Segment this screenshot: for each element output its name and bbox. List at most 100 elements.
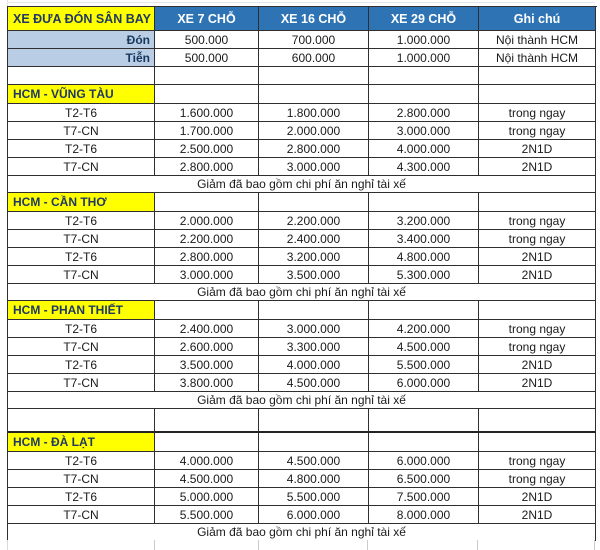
price-cell[interactable]: 4.800.000 xyxy=(369,248,479,266)
price-cell[interactable]: 8.000.000 xyxy=(369,506,479,524)
price-cell[interactable]: 2.800.000 xyxy=(259,140,369,158)
day-range-cell[interactable]: T2-T6 xyxy=(8,452,155,470)
column-header-xe-7-cho[interactable]: XE 7 CHỖ xyxy=(155,7,259,31)
price-cell[interactable]: 4.300.000 xyxy=(369,158,479,176)
section-title-cell[interactable]: HCM - PHAN THIẾT xyxy=(8,301,155,320)
empty-cell[interactable] xyxy=(479,409,596,433)
day-range-cell[interactable]: T2-T6 xyxy=(8,248,155,266)
price-cell[interactable]: 3.200.000 xyxy=(259,248,369,266)
table-title-cell[interactable]: XE ĐƯA ĐÓN SÂN BAY xyxy=(8,7,155,31)
price-cell[interactable]: 2.800.000 xyxy=(155,248,259,266)
empty-cell[interactable] xyxy=(155,409,259,433)
price-cell[interactable]: 2.200.000 xyxy=(155,230,259,248)
empty-cell[interactable] xyxy=(479,301,596,320)
price-cell[interactable]: 600.000 xyxy=(259,49,369,67)
note-cell[interactable]: trong ngay xyxy=(479,338,596,356)
note-cell[interactable]: Nội thành HCM xyxy=(479,49,596,67)
empty-cell[interactable] xyxy=(259,433,369,452)
day-range-cell[interactable]: T2-T6 xyxy=(8,140,155,158)
price-cell[interactable]: 1.000.000 xyxy=(369,31,479,49)
section-title-cell[interactable]: HCM - ĐÀ LẠT xyxy=(8,433,155,452)
section-footer-cell[interactable]: Giảm đã bao gồm chi phí ăn nghỉ tài xế xyxy=(8,392,596,409)
airport-row-label[interactable]: Đón xyxy=(8,31,155,49)
price-cell[interactable]: 6.000.000 xyxy=(259,506,369,524)
price-cell[interactable]: 3.500.000 xyxy=(155,356,259,374)
note-cell[interactable]: 2N1D xyxy=(479,356,596,374)
note-cell[interactable]: 2N1D xyxy=(479,488,596,506)
note-cell[interactable]: 2N1D xyxy=(479,140,596,158)
note-cell[interactable]: trong ngay xyxy=(479,104,596,122)
price-cell[interactable]: 2.000.000 xyxy=(259,122,369,140)
price-cell[interactable]: 1.600.000 xyxy=(155,104,259,122)
empty-cell[interactable] xyxy=(259,409,369,433)
price-cell[interactable]: 3.400.000 xyxy=(369,230,479,248)
empty-cell[interactable] xyxy=(155,433,259,452)
empty-cell[interactable] xyxy=(369,193,479,212)
price-cell[interactable]: 3.000.000 xyxy=(369,122,479,140)
day-range-cell[interactable]: T7-CN xyxy=(8,158,155,176)
empty-cell[interactable] xyxy=(155,193,259,212)
price-cell[interactable]: 700.000 xyxy=(259,31,369,49)
price-cell[interactable]: 2.000.000 xyxy=(155,212,259,230)
column-header-xe-16-cho[interactable]: XE 16 CHỖ xyxy=(259,7,369,31)
price-cell[interactable]: 1.700.000 xyxy=(155,122,259,140)
note-cell[interactable]: 2N1D xyxy=(479,266,596,284)
note-cell[interactable]: 2N1D xyxy=(479,248,596,266)
day-range-cell[interactable]: T7-CN xyxy=(8,506,155,524)
price-cell[interactable]: 2.400.000 xyxy=(155,320,259,338)
price-cell[interactable]: 6.500.000 xyxy=(369,470,479,488)
price-cell[interactable]: 5.500.000 xyxy=(369,356,479,374)
price-cell[interactable]: 1.000.000 xyxy=(369,49,479,67)
price-cell[interactable]: 5.000.000 xyxy=(155,488,259,506)
empty-cell[interactable] xyxy=(479,67,596,85)
price-cell[interactable]: 6.000.000 xyxy=(369,452,479,470)
price-cell[interactable]: 4.500.000 xyxy=(155,470,259,488)
price-cell[interactable]: 4.800.000 xyxy=(259,470,369,488)
day-range-cell[interactable]: T2-T6 xyxy=(8,212,155,230)
note-cell[interactable]: trong ngay xyxy=(479,452,596,470)
price-cell[interactable]: 3.500.000 xyxy=(259,266,369,284)
day-range-cell[interactable]: T7-CN xyxy=(8,470,155,488)
price-cell[interactable]: 3.000.000 xyxy=(259,158,369,176)
price-cell[interactable]: 3.300.000 xyxy=(259,338,369,356)
price-cell[interactable]: 5.500.000 xyxy=(155,506,259,524)
price-cell[interactable]: 3.000.000 xyxy=(155,266,259,284)
section-footer-cell[interactable]: Giảm đã bao gồm chi phí ăn nghỉ tài xế xyxy=(8,284,596,301)
empty-cell[interactable] xyxy=(155,85,259,104)
day-range-cell[interactable]: T2-T6 xyxy=(8,356,155,374)
day-range-cell[interactable]: T7-CN xyxy=(8,374,155,392)
section-footer-cell[interactable]: Giảm đã bao gồm chi phí ăn nghỉ tài xế xyxy=(8,176,596,193)
empty-cell[interactable] xyxy=(369,433,479,452)
note-cell[interactable]: 2N1D xyxy=(479,374,596,392)
price-cell[interactable]: 5.300.000 xyxy=(369,266,479,284)
empty-cell[interactable] xyxy=(155,301,259,320)
empty-cell[interactable] xyxy=(259,67,369,85)
empty-cell[interactable] xyxy=(155,67,259,85)
note-cell[interactable]: Nội thành HCM xyxy=(479,31,596,49)
empty-cell[interactable] xyxy=(369,301,479,320)
note-cell[interactable]: trong ngay xyxy=(479,470,596,488)
empty-cell[interactable] xyxy=(369,85,479,104)
empty-cell[interactable] xyxy=(259,193,369,212)
note-cell[interactable]: trong ngay xyxy=(479,230,596,248)
empty-cell[interactable] xyxy=(8,409,155,433)
price-cell[interactable]: 1.800.000 xyxy=(259,104,369,122)
price-cell[interactable]: 2.800.000 xyxy=(155,158,259,176)
empty-cell[interactable] xyxy=(369,67,479,85)
price-cell[interactable]: 4.000.000 xyxy=(369,140,479,158)
section-footer-cell[interactable]: Giảm đã bao gồm chi phí ăn nghỉ tài xế xyxy=(8,524,596,541)
price-cell[interactable]: 500.000 xyxy=(155,31,259,49)
day-range-cell[interactable]: T2-T6 xyxy=(8,320,155,338)
column-header-ghi-chu[interactable]: Ghi chú xyxy=(479,7,596,31)
price-cell[interactable]: 3.800.000 xyxy=(155,374,259,392)
empty-cell[interactable] xyxy=(479,85,596,104)
price-cell[interactable]: 2.200.000 xyxy=(259,212,369,230)
price-cell[interactable]: 6.000.000 xyxy=(369,374,479,392)
note-cell[interactable]: 2N1D xyxy=(479,506,596,524)
note-cell[interactable]: 2N1D xyxy=(479,158,596,176)
price-cell[interactable]: 2.400.000 xyxy=(259,230,369,248)
section-title-cell[interactable]: HCM - VŨNG TÀU xyxy=(8,85,155,104)
empty-cell[interactable] xyxy=(369,409,479,433)
note-cell[interactable]: trong ngay xyxy=(479,122,596,140)
day-range-cell[interactable]: T7-CN xyxy=(8,266,155,284)
